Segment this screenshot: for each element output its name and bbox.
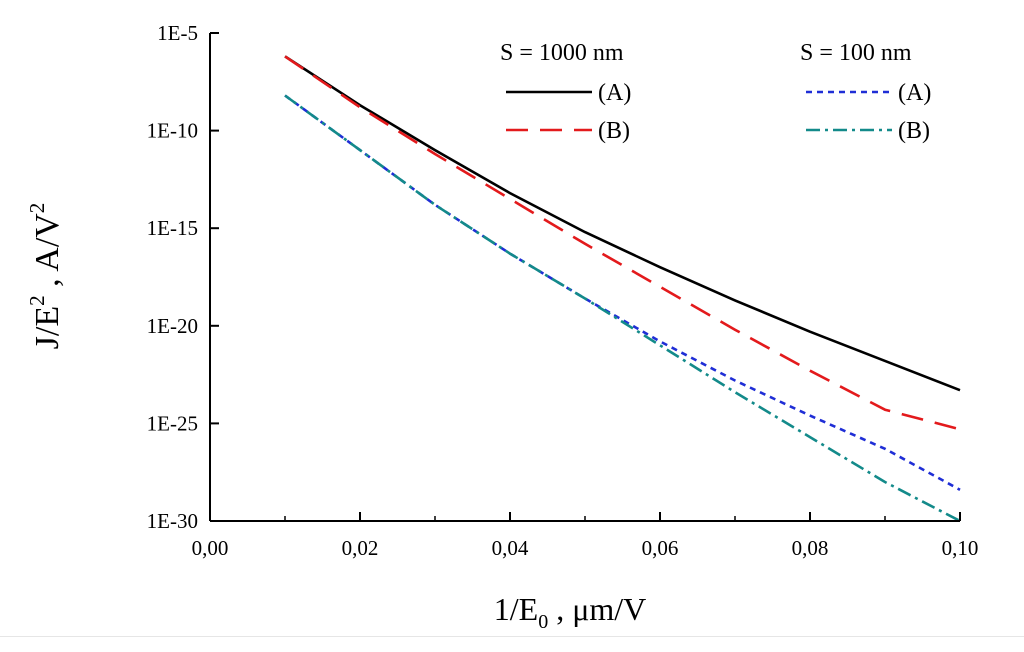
x-tick-label: 0,02 [342,536,379,560]
series-line-s1000A [284,55,961,392]
x-tick-label: 0,00 [192,536,229,560]
series-line-s100A [284,94,961,491]
bottom-divider [0,636,1024,637]
x-tick-label: 0,10 [942,536,979,560]
y-tick-label: 1E-25 [147,411,198,435]
y-tick-label: 1E-5 [157,21,198,45]
legend-label: (A) [598,80,631,106]
y-tick-label: 1E-10 [147,119,198,143]
y-axis-title: J/E2 , A/V2 [25,203,66,350]
y-tick-label: 1E-20 [147,314,198,338]
series-line-s1000B [284,55,961,431]
legend-group-title: S = 100 nm [800,40,912,66]
series-line-s100B [284,94,961,523]
legend-label: (A) [898,80,931,106]
x-tick-label: 0,08 [792,536,829,560]
legend-label: (B) [898,118,930,144]
legend: S = 1000 nm S = 100 nm (A) (B) (A) (B) [500,40,931,144]
x-tick-label: 0,06 [642,536,679,560]
x-axis-title: 1/E0 , μm/V [494,591,646,633]
y-tick-label: 1E-30 [147,509,198,533]
legend-group-title: S = 1000 nm [500,40,624,66]
series-group [284,55,961,523]
legend-label: (B) [598,118,630,144]
x-tick-label: 0,04 [492,536,529,560]
y-tick-label: 1E-15 [147,216,198,240]
axes: 0,00 0,02 0,04 0,06 0,08 0,10 1E-5 1E-10 1E-15 1E… [147,21,979,560]
